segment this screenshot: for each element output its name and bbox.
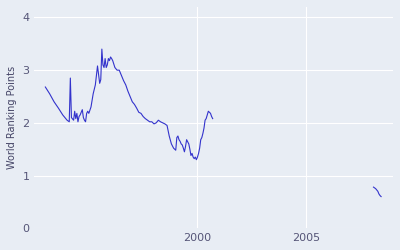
Y-axis label: World Ranking Points: World Ranking Points	[7, 66, 17, 169]
